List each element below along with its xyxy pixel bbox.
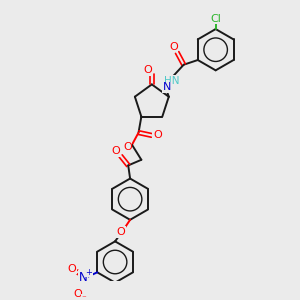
Text: N: N: [163, 82, 171, 92]
Text: O: O: [153, 130, 162, 140]
Text: O: O: [73, 289, 82, 299]
Text: O: O: [116, 227, 125, 237]
Text: O: O: [169, 42, 178, 52]
Text: O: O: [123, 142, 132, 152]
Text: Cl: Cl: [210, 14, 221, 24]
Text: +: +: [85, 268, 92, 277]
Text: ⁻: ⁻: [82, 294, 86, 300]
Text: N: N: [79, 271, 88, 284]
Text: HN: HN: [164, 76, 179, 86]
Text: O: O: [144, 65, 152, 75]
Text: O: O: [112, 146, 120, 156]
Text: O: O: [68, 264, 76, 274]
